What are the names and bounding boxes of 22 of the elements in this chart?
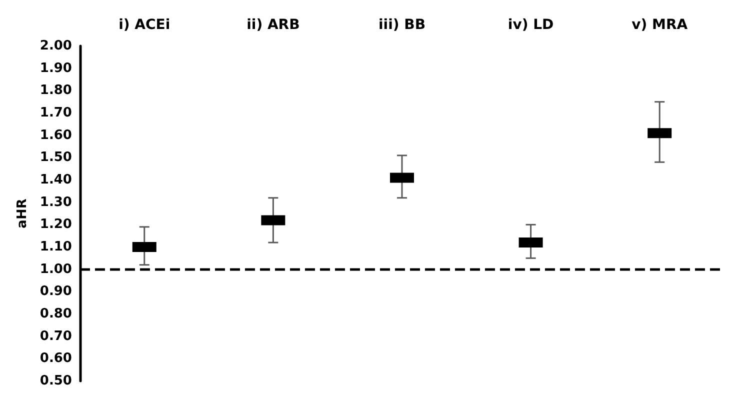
x-tick-label: iv) LD [508, 17, 554, 33]
x-tick-label: v) MRA [632, 17, 688, 33]
y-tick-label: 1.90 [40, 60, 72, 76]
y-tick-label: 1.20 [40, 217, 72, 232]
y-axis-title: aHR [15, 198, 30, 228]
y-tick-label: 1.00 [40, 262, 72, 277]
y-tick-label: 0.50 [40, 374, 72, 388]
y-tick-label: 1.30 [40, 194, 72, 210]
y-tick-label: 1.50 [40, 150, 72, 166]
y-tick-label: 0.90 [40, 284, 72, 300]
x-tick-label: ii) ARB [246, 17, 300, 33]
y-tick-label: 0.70 [40, 328, 72, 344]
y-tick-label: 1.10 [40, 240, 72, 254]
y-tick-label: 0.80 [40, 306, 72, 322]
y-tick-label: 1.60 [40, 128, 72, 143]
x-tick-label: i) ACEi [118, 17, 170, 33]
y-tick-label: 1.80 [40, 83, 72, 98]
y-tick-label: 1.70 [40, 106, 72, 120]
y-tick-label: 1.40 [40, 172, 72, 188]
x-tick-label: iii) BB [378, 17, 426, 33]
y-tick-label: 2.00 [40, 38, 72, 54]
y-tick-label: 0.60 [40, 351, 72, 366]
